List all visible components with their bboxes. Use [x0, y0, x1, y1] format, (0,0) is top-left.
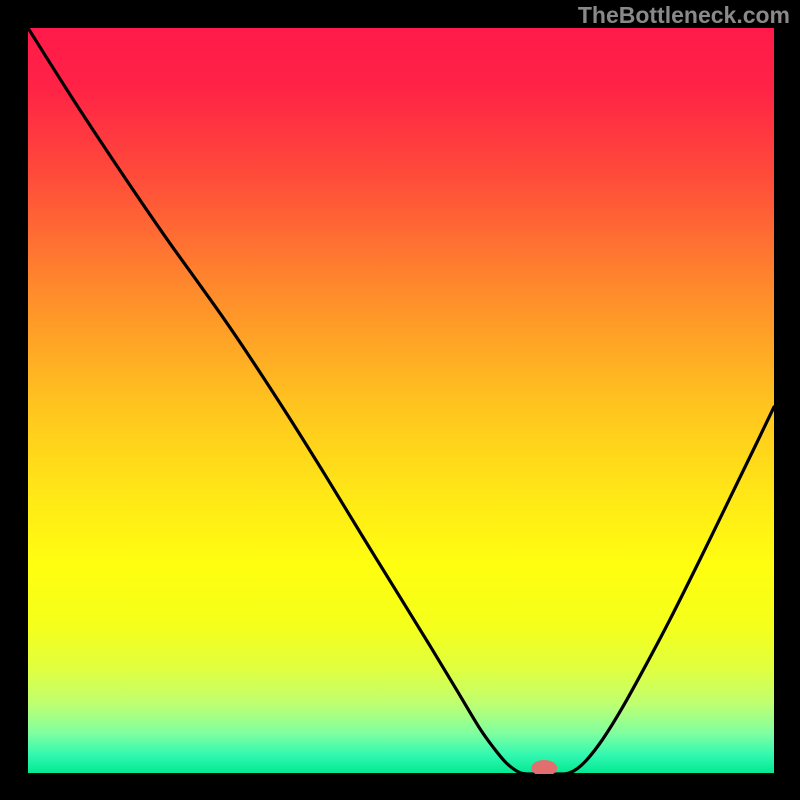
chart-frame: TheBottleneck.com — [0, 0, 800, 800]
plot-background — [28, 28, 774, 774]
plot-svg — [28, 28, 774, 774]
bottleneck-plot — [28, 28, 774, 774]
watermark-text: TheBottleneck.com — [578, 2, 790, 29]
